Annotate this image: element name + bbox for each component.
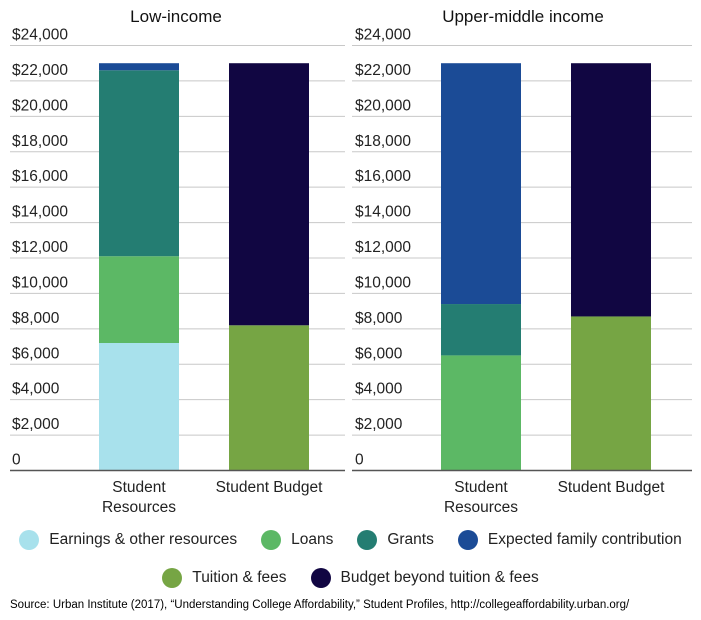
y-tick-label-low-income-10000: $10,000 [12,274,68,291]
y-tick-label-upper-middle-income-2000: $2,000 [355,416,403,433]
x-tick-label-low-income-student-resources-line1: Student [112,479,166,496]
x-tick-label-low-income-student-budget-line1: Student Budget [216,479,324,496]
bar-low-income-student-resources-grants [99,70,179,257]
legend-item-loans: Loans [261,530,333,550]
y-tick-label-low-income-12000: $12,000 [12,239,68,256]
legend-swatch-budget-beyond [310,568,331,588]
y-tick-label-upper-middle-income-4000: $4,000 [355,381,403,398]
y-tick-label-upper-middle-income-0: 0 [355,452,364,469]
y-tick-label-upper-middle-income-12000: $12,000 [355,239,411,256]
legend-swatch-earnings [19,530,40,550]
y-tick-label-low-income-22000: $22,000 [12,62,68,79]
y-tick-label-upper-middle-income-10000: $10,000 [355,274,411,291]
legend-swatch-grants [357,530,378,550]
chart-area: Low-income 0 $2,000 $4,000 $6,000 $8,000 $10,0… [10,7,692,516]
y-tick-label-upper-middle-income-24000: $24,000 [355,27,411,44]
legend-label-grants: Grants [387,531,434,548]
legend-swatch-loans [261,530,282,550]
bar-low-income-student-budget-tuition-fees [229,325,309,471]
y-tick-label-low-income-18000: $18,000 [12,133,68,150]
y-tick-label-low-income-4000: $4,000 [12,381,60,398]
bar-low-income-student-resources-earnings-other-resources [99,343,179,471]
y-tick-label-low-income-20000: $20,000 [12,97,68,114]
bar-low-income-student-budget-budget-beyond-tuition-fees [229,63,309,326]
legend-label-tuition: Tuition & fees [192,569,287,586]
bar-low-income-student-resources-loans [99,256,179,343]
x-tick-label-upper-middle-income-student-resources-line1: Student [454,479,508,496]
bar-upper-middle-income-student-budget-tuition-fees [571,316,651,471]
chart-title-low-income: Low-income [130,7,222,26]
y-tick-label-low-income-0: 0 [12,452,21,469]
bar-upper-middle-income-student-resources-grants [441,304,521,356]
y-tick-label-upper-middle-income-8000: $8,000 [355,310,403,327]
legend-item-tuition: Tuition & fees [162,568,287,588]
legend-item-efc: Expected family contribution [457,530,682,550]
legend-label-budget-beyond: Budget beyond tuition & fees [340,569,539,586]
y-tick-label-low-income-14000: $14,000 [12,204,68,221]
legend-row-1: Earnings & other resources Loans Grants … [0,530,701,550]
y-tick-label-upper-middle-income-6000: $6,000 [355,345,403,362]
y-tick-label-upper-middle-income-14000: $14,000 [355,204,411,221]
y-tick-label-upper-middle-income-16000: $16,000 [355,168,411,185]
legend-swatch-efc [457,530,478,550]
bar-low-income-student-resources-expected-family-contribution [99,63,179,71]
source-note: Source: Urban Institute (2017), “Underst… [10,599,630,611]
y-tick-label-low-income-16000: $16,000 [12,168,68,185]
legend-row-2: Tuition & fees Budget beyond tuition & f… [0,568,701,588]
y-tick-label-low-income-24000: $24,000 [12,27,68,44]
bar-upper-middle-income-student-resources-expected-family-contribution [441,63,521,305]
legend-label-loans: Loans [291,531,334,548]
x-tick-label-upper-middle-income-student-resources-line2: Resources [444,499,518,516]
legend-swatch-tuition [162,568,183,588]
y-tick-label-low-income-2000: $2,000 [12,416,60,433]
y-tick-label-low-income-8000: $8,000 [12,310,60,327]
x-tick-label-low-income-student-resources-line2: Resources [102,499,176,516]
bar-upper-middle-income-student-budget-budget-beyond-tuition-fees [571,63,651,317]
y-tick-label-upper-middle-income-22000: $22,000 [355,62,411,79]
y-tick-label-upper-middle-income-18000: $18,000 [355,133,411,150]
y-tick-label-upper-middle-income-20000: $20,000 [355,97,411,114]
legend-item-earnings: Earnings & other resources [19,530,237,550]
x-tick-label-upper-middle-income-student-budget-line1: Student Budget [558,479,666,496]
legend-item-grants: Grants [357,530,434,550]
legend-label-earnings: Earnings & other resources [49,531,238,548]
legend-item-budget-beyond: Budget beyond tuition & fees [310,568,539,588]
chart-title-upper-middle-income: Upper-middle income [442,7,604,26]
bar-upper-middle-income-student-resources-loans [441,355,521,471]
legend-label-efc: Expected family contribution [487,531,682,548]
y-tick-label-low-income-6000: $6,000 [12,345,60,362]
